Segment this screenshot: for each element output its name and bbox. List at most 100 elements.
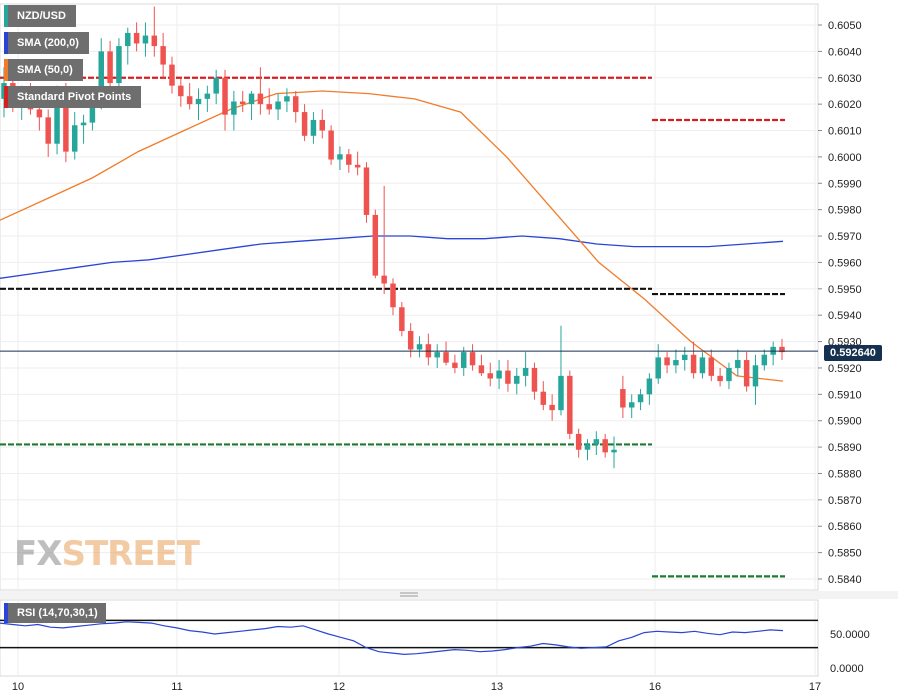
candle-body	[505, 370, 511, 384]
candle-body	[496, 370, 502, 379]
candle-body	[708, 357, 715, 376]
candle-body	[36, 109, 43, 118]
candle-body	[293, 96, 299, 113]
candle-body	[690, 354, 697, 374]
candle-body	[620, 389, 626, 408]
candle-body	[372, 214, 379, 276]
price-axis-label: 0.6030	[828, 73, 862, 85]
legend-sma50-label: SMA (50,0)	[17, 64, 73, 76]
candle-body	[63, 93, 69, 152]
candle-body	[487, 373, 493, 379]
candle-body	[222, 77, 228, 115]
time-axis-label: 10	[12, 681, 24, 693]
legend-pivots[interactable]: Standard Pivot Points	[4, 86, 142, 108]
candle-body	[257, 93, 264, 105]
candle-body	[169, 64, 175, 86]
candle-body	[717, 375, 723, 382]
candle-body	[54, 93, 60, 144]
legend-sma200-label: SMA (200,0)	[17, 37, 79, 49]
sma200-line	[0, 235, 784, 279]
candle-body	[452, 362, 458, 368]
legend-pivots-label: Standard Pivot Points	[17, 91, 132, 103]
candle-body	[478, 365, 485, 374]
rsi-plot-area	[0, 599, 819, 677]
legend-symbol-label: NZD/USD	[17, 10, 66, 22]
price-axis-label: 0.5940	[828, 310, 862, 322]
candle-body	[584, 444, 591, 450]
price-axis-label: 0.5990	[828, 178, 862, 190]
candle-body	[407, 331, 414, 350]
candle-body	[567, 375, 573, 434]
price-axis-label: 0.5980	[828, 205, 862, 217]
candle-body	[89, 98, 96, 123]
candle-body	[779, 346, 785, 353]
sma200-swatch-icon	[4, 32, 8, 54]
candle-body	[381, 275, 387, 284]
candle-body	[682, 354, 688, 361]
price-axis-label: 0.5870	[828, 495, 862, 507]
price-axis-label: 0.5920	[828, 363, 862, 375]
candle-body	[637, 394, 644, 403]
candle-body	[549, 404, 555, 411]
candle-body	[593, 439, 600, 445]
rsi-line	[0, 621, 784, 656]
price-axis-label: 0.6010	[828, 126, 862, 138]
logo-street: STREET	[61, 534, 200, 574]
legend-sma200[interactable]: SMA (200,0)	[4, 32, 89, 54]
candle-body	[752, 365, 759, 387]
time-axis-label: 17	[809, 681, 821, 693]
candle-body	[142, 35, 149, 44]
candle-body	[213, 77, 219, 94]
candle-body	[116, 46, 122, 84]
rsi-legend[interactable]: RSI (14,70,30,1)	[4, 603, 106, 623]
candle-body	[628, 402, 635, 408]
price-axis-label: 0.5900	[828, 416, 862, 428]
rsi-legend-label: RSI (14,70,30,1)	[17, 607, 98, 619]
price-axis-label: 0.5910	[828, 389, 862, 401]
candle-body	[178, 85, 184, 97]
price-axis-label: 0.5840	[828, 574, 862, 586]
candle-body	[469, 352, 476, 366]
price-axis-label: 0.6000	[828, 152, 862, 164]
candle-body	[655, 357, 661, 379]
candle-body	[301, 112, 308, 136]
legend-symbol[interactable]: NZD/USD	[4, 5, 76, 27]
pivots-swatch-icon	[4, 86, 8, 108]
candle-body	[434, 352, 440, 358]
candle-body	[558, 375, 564, 411]
candle-body	[602, 439, 608, 453]
pane-divider	[0, 591, 898, 599]
rsi-axis-label: 0.0000	[830, 663, 864, 675]
price-axis-label: 0.5890	[828, 442, 862, 454]
legend-sma50[interactable]: SMA (50,0)	[4, 59, 83, 81]
candle-body	[248, 93, 255, 105]
candle-body	[186, 96, 193, 105]
time-axis-label: 12	[333, 681, 345, 693]
candle-body	[611, 449, 617, 453]
candle-body	[275, 101, 281, 110]
candle-body	[575, 433, 582, 450]
price-axis-label: 0.5960	[828, 257, 862, 269]
candle-body	[45, 117, 51, 144]
candle-body	[514, 375, 520, 384]
candle-body	[761, 354, 768, 366]
candle-body	[319, 119, 326, 131]
time-axis-label: 11	[171, 681, 182, 693]
rsi-axis-label: 50.0000	[830, 629, 870, 641]
logo-fx: FX	[14, 534, 62, 574]
price-axis-label: 0.5950	[828, 284, 862, 296]
price-axis-label: 0.5970	[828, 231, 862, 243]
candle-body	[80, 122, 87, 126]
price-axis-label: 0.6040	[828, 46, 862, 58]
price-axis-label: 0.6020	[828, 99, 862, 111]
candle-body	[239, 101, 246, 105]
candle-body	[346, 154, 352, 165]
price-axis-label: 0.5880	[828, 468, 862, 480]
price-axis-label: 0.5860	[828, 521, 862, 533]
sma50-swatch-icon	[4, 59, 8, 81]
candle-body	[363, 167, 370, 215]
candle-body	[743, 360, 750, 387]
candle-body	[1, 83, 7, 99]
candle-body	[699, 357, 706, 374]
